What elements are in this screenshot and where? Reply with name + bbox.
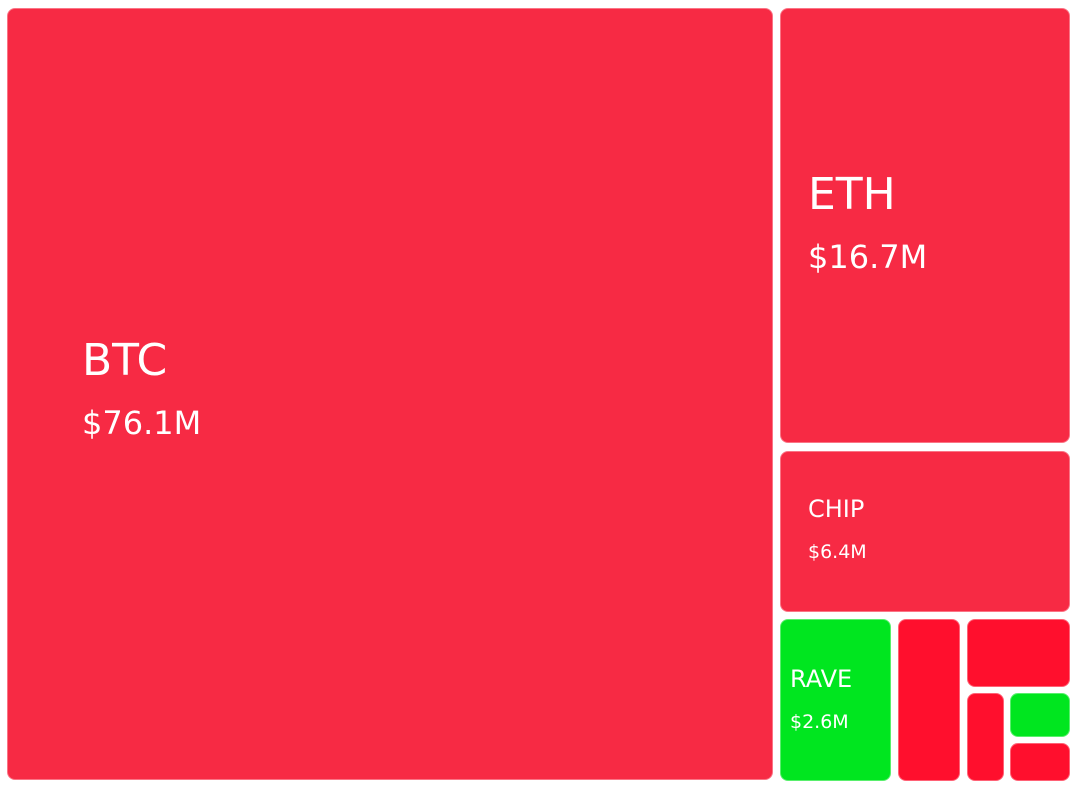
treemap-tile-btc[interactable]: BTC $76.1M xyxy=(7,8,773,780)
tile-name-label: RAVE xyxy=(790,665,853,693)
tile-value-label: $76.1M xyxy=(82,404,202,442)
treemap-tile-6[interactable] xyxy=(967,619,1070,687)
treemap-tile-7[interactable] xyxy=(967,693,1004,781)
treemap-tile-9[interactable] xyxy=(1010,743,1070,781)
tile-name-label: ETH xyxy=(808,169,896,220)
tile-name-label: CHIP xyxy=(808,495,865,523)
treemap-tile-chip[interactable]: CHIP $6.4M xyxy=(780,451,1070,612)
tile-value-label: $6.4M xyxy=(808,541,867,563)
treemap-tile-5[interactable] xyxy=(898,619,960,781)
treemap-tile-eth[interactable]: ETH $16.7M xyxy=(780,8,1070,443)
treemap-tile-rave[interactable]: RAVE $2.6M xyxy=(780,619,891,781)
tile-value-label: $2.6M xyxy=(790,711,849,733)
tile-value-label: $16.7M xyxy=(808,238,928,276)
tile-name-label: BTC xyxy=(82,335,168,386)
treemap-tile-8[interactable] xyxy=(1010,693,1070,737)
